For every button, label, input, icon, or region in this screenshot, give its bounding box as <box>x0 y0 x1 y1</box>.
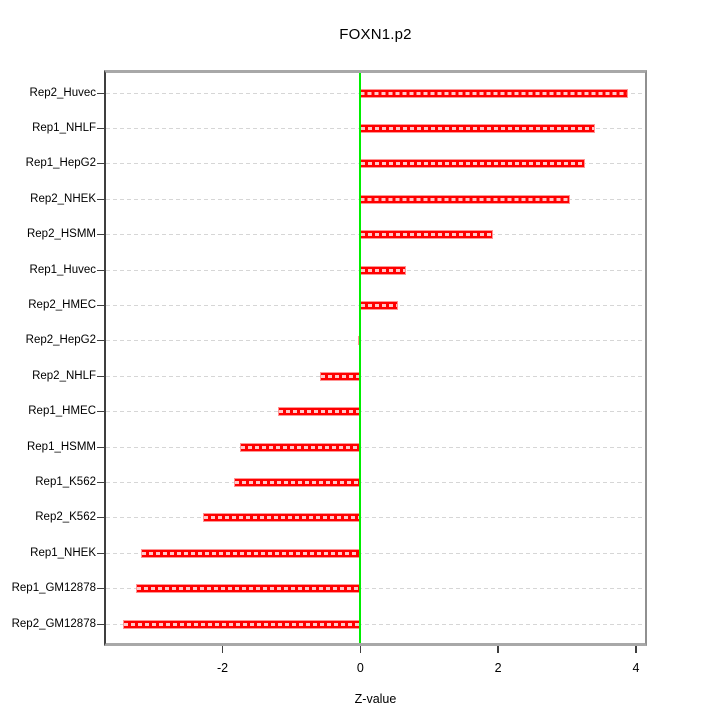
y-tick-mark <box>97 588 104 590</box>
category-label: Rep1_NHLF <box>32 121 96 134</box>
x-tick-mark <box>221 646 224 653</box>
category-label: Rep1_Huvec <box>29 263 96 276</box>
bar <box>136 584 361 594</box>
bar <box>360 230 494 240</box>
grid-line <box>106 517 646 519</box>
x-tick-mark <box>497 646 499 653</box>
category-label: Rep2_HepG2 <box>25 334 96 347</box>
x-tick-label: -2 <box>216 661 229 675</box>
y-tick-mark <box>97 269 104 271</box>
y-tick-mark <box>97 446 104 448</box>
bar <box>277 407 361 417</box>
bar <box>123 619 361 629</box>
grid-line <box>106 481 646 483</box>
category-label: Rep2_NHEK <box>30 192 96 205</box>
y-tick-mark <box>97 92 104 94</box>
y-tick-mark <box>97 481 104 483</box>
y-tick-mark <box>97 127 104 129</box>
x-tick-label: 2 <box>494 661 502 675</box>
category-label: Rep2_NHLF <box>32 369 96 382</box>
y-tick-mark <box>97 304 104 306</box>
category-label: Rep1_HSMM <box>26 440 96 453</box>
category-label: Rep1_GM12878 <box>11 582 96 595</box>
chart-title: FOXN1.p2 <box>339 26 412 43</box>
grid-line <box>106 588 646 590</box>
bar <box>319 371 361 381</box>
grid-line <box>106 340 646 342</box>
category-label: Rep1_HepG2 <box>25 157 96 170</box>
zero-line <box>359 70 362 646</box>
bar <box>360 194 570 204</box>
bar <box>360 88 628 98</box>
category-label: Rep1_K562 <box>35 475 96 488</box>
y-tick-mark <box>97 623 104 625</box>
grid-line <box>106 446 646 448</box>
y-tick-mark <box>97 198 104 200</box>
bar <box>203 513 361 523</box>
bar <box>239 442 361 452</box>
y-tick-mark <box>97 375 104 377</box>
x-axis-title: Z-value <box>354 692 397 706</box>
category-label: Rep1_NHEK <box>30 546 96 559</box>
category-label: Rep2_HSMM <box>26 228 96 241</box>
y-tick-mark <box>97 552 104 554</box>
x-tick-label: 4 <box>632 661 640 675</box>
y-tick-mark <box>97 411 104 413</box>
bar <box>140 548 361 558</box>
y-tick-mark <box>97 163 104 165</box>
bar <box>360 300 399 310</box>
y-tick-mark <box>97 517 104 519</box>
category-label: Rep1_HMEC <box>28 405 96 418</box>
plot-area: -2 0 2 4 <box>97 70 647 675</box>
category-label: Rep2_HMEC <box>28 298 96 311</box>
grid-line <box>106 375 646 377</box>
x-tick-mark <box>359 646 362 653</box>
category-label: Rep2_Huvec <box>29 86 96 99</box>
category-label: Rep2_GM12878 <box>11 617 96 630</box>
grid-line <box>106 552 646 554</box>
bar <box>234 477 361 487</box>
bar <box>360 123 596 133</box>
category-label: Rep2_K562 <box>35 511 96 524</box>
x-tick-label: 0 <box>356 661 364 675</box>
grid-line <box>106 623 646 625</box>
bar <box>360 265 407 275</box>
x-tick-mark <box>635 646 637 653</box>
plot-frame <box>104 70 647 646</box>
grid-line <box>106 411 646 413</box>
y-tick-mark <box>97 340 104 342</box>
y-tick-mark <box>97 234 104 236</box>
bar <box>360 159 585 169</box>
